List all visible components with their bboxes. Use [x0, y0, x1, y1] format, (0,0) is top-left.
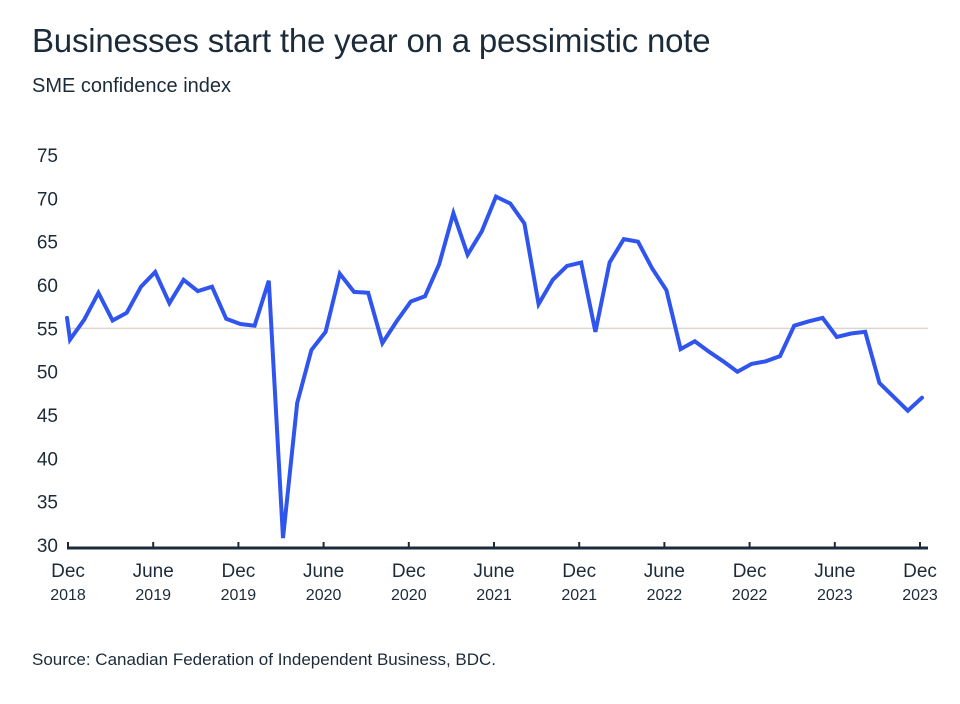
- x-tick-label-month: June: [473, 561, 514, 582]
- x-tick-label-year: 2022: [647, 587, 683, 604]
- x-tick-label-month: Dec: [903, 561, 937, 582]
- x-tick-label-year: 2021: [561, 587, 597, 604]
- x-tick-label-month: Dec: [51, 561, 85, 582]
- x-tick-label-year: 2021: [476, 587, 512, 604]
- y-tick-label: 35: [37, 493, 58, 514]
- x-tick-label-year: 2019: [135, 587, 171, 604]
- y-tick-label: 60: [37, 276, 58, 297]
- x-tick-label-month: Dec: [562, 561, 596, 582]
- y-tick-label: 55: [37, 319, 58, 340]
- x-tick-label-year: 2023: [817, 587, 853, 604]
- chart-subtitle: SME confidence index: [32, 75, 232, 97]
- y-tick-label: 75: [37, 146, 58, 167]
- x-tick-label-year: 2020: [391, 587, 427, 604]
- source-note: Source: Canadian Federation of Independe…: [32, 650, 497, 669]
- y-tick-label: 45: [37, 406, 58, 427]
- x-tick-label-month: June: [303, 561, 344, 582]
- x-tick-label-year: 2018: [50, 587, 86, 604]
- x-tick-label-year: 2020: [306, 587, 342, 604]
- y-tick-label: 40: [37, 449, 58, 470]
- x-tick-label-month: June: [133, 561, 174, 582]
- x-tick-label-year: 2022: [732, 587, 768, 604]
- x-tick-label-month: Dec: [222, 561, 256, 582]
- chart-title: Businesses start the year on a pessimist…: [32, 22, 711, 59]
- x-tick-label-month: Dec: [733, 561, 767, 582]
- x-tick-label-month: June: [814, 561, 855, 582]
- x-tick-label-year: 2023: [902, 587, 938, 604]
- y-tick-label: 30: [37, 536, 58, 557]
- x-tick-label-month: June: [644, 561, 685, 582]
- x-tick-label-year: 2019: [221, 587, 257, 604]
- y-tick-label: 70: [37, 189, 58, 210]
- series-line-sme-confidence: [65, 193, 924, 539]
- y-tick-label: 65: [37, 233, 58, 254]
- y-tick-label: 50: [37, 363, 58, 384]
- x-tick-label-month: Dec: [392, 561, 426, 582]
